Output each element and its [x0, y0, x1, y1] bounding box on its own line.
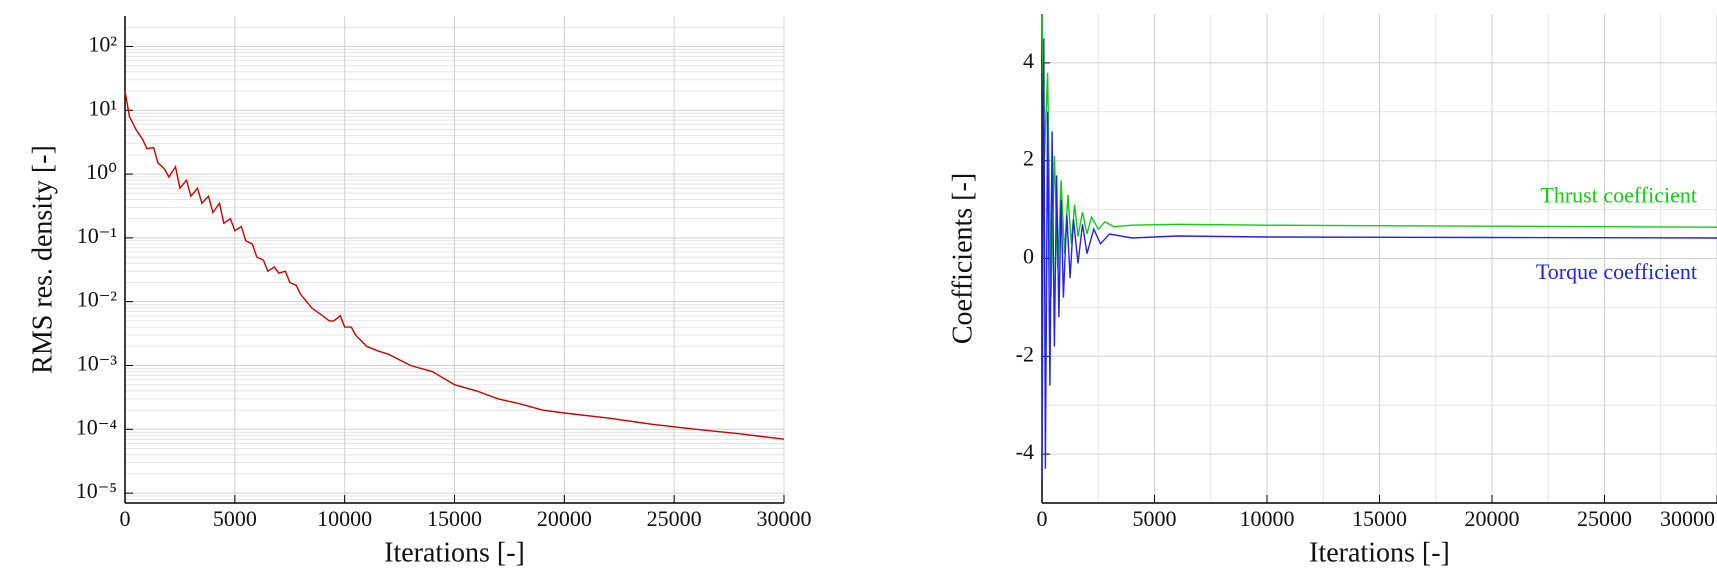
y-tick-label: 10⁻³ — [77, 351, 118, 376]
x-tick-label: 25000 — [647, 506, 702, 531]
y-tick-label: 10⁰ — [86, 159, 117, 184]
x-tick-label: 15000 — [427, 506, 482, 531]
plot: 10⁻⁵ 10⁻⁴ 10⁻³ 10⁻² 10⁻¹ 10⁰ 10¹ 10² 0 5000 10000 1… — [27, 16, 812, 568]
series-label: Torque coefficient — [1536, 259, 1697, 284]
x-axis-label: Iterations [-] — [1309, 537, 1450, 568]
y-tick-label: 4 — [1023, 48, 1034, 73]
series-line — [124, 90, 785, 440]
x-tick-label: 15000 — [1352, 506, 1407, 531]
x-tick-label: 20000 — [1465, 506, 1520, 531]
y-tick-label: 10⁻² — [77, 287, 118, 312]
x-tick-label: 0 — [1037, 506, 1048, 531]
x-tick-label: 5000 — [213, 506, 257, 531]
x-tick-label: 30000 — [1660, 506, 1715, 531]
y-axis-label: Coefficients [-] — [947, 173, 978, 344]
y-tick-label: 10¹ — [88, 95, 117, 120]
x-tick-label: 25000 — [1577, 506, 1632, 531]
x-tick-label: 20000 — [537, 506, 592, 531]
x-tick-label: 10000 — [1240, 506, 1295, 531]
y-tick-label: 10⁻⁴ — [76, 414, 118, 439]
y-tick-label: 0 — [1023, 244, 1034, 269]
y-tick-label: -4 — [1016, 439, 1034, 464]
x-tick-label: 10000 — [317, 506, 372, 531]
series-line — [1041, 38, 1717, 479]
y-tick-label: 10² — [88, 31, 117, 56]
y-tick-label: -2 — [1016, 341, 1034, 366]
y-axis-label: RMS res. density [-] — [27, 145, 58, 374]
plot: -4 -2 0 2 4 0 5000 10000 15000 20000 25000 30000 Ite… — [947, 13, 1717, 568]
y-tick-label: 10⁻⁵ — [76, 478, 117, 503]
x-axis-label: Iterations [-] — [384, 537, 525, 568]
x-tick-label: 5000 — [1133, 506, 1177, 531]
series-label: Thrust coefficient — [1540, 182, 1697, 207]
x-tick-label: 0 — [120, 506, 131, 531]
y-tick-label: 2 — [1023, 146, 1034, 171]
x-tick-label: 30000 — [757, 506, 812, 531]
y-tick-label: 10⁻¹ — [77, 223, 117, 248]
